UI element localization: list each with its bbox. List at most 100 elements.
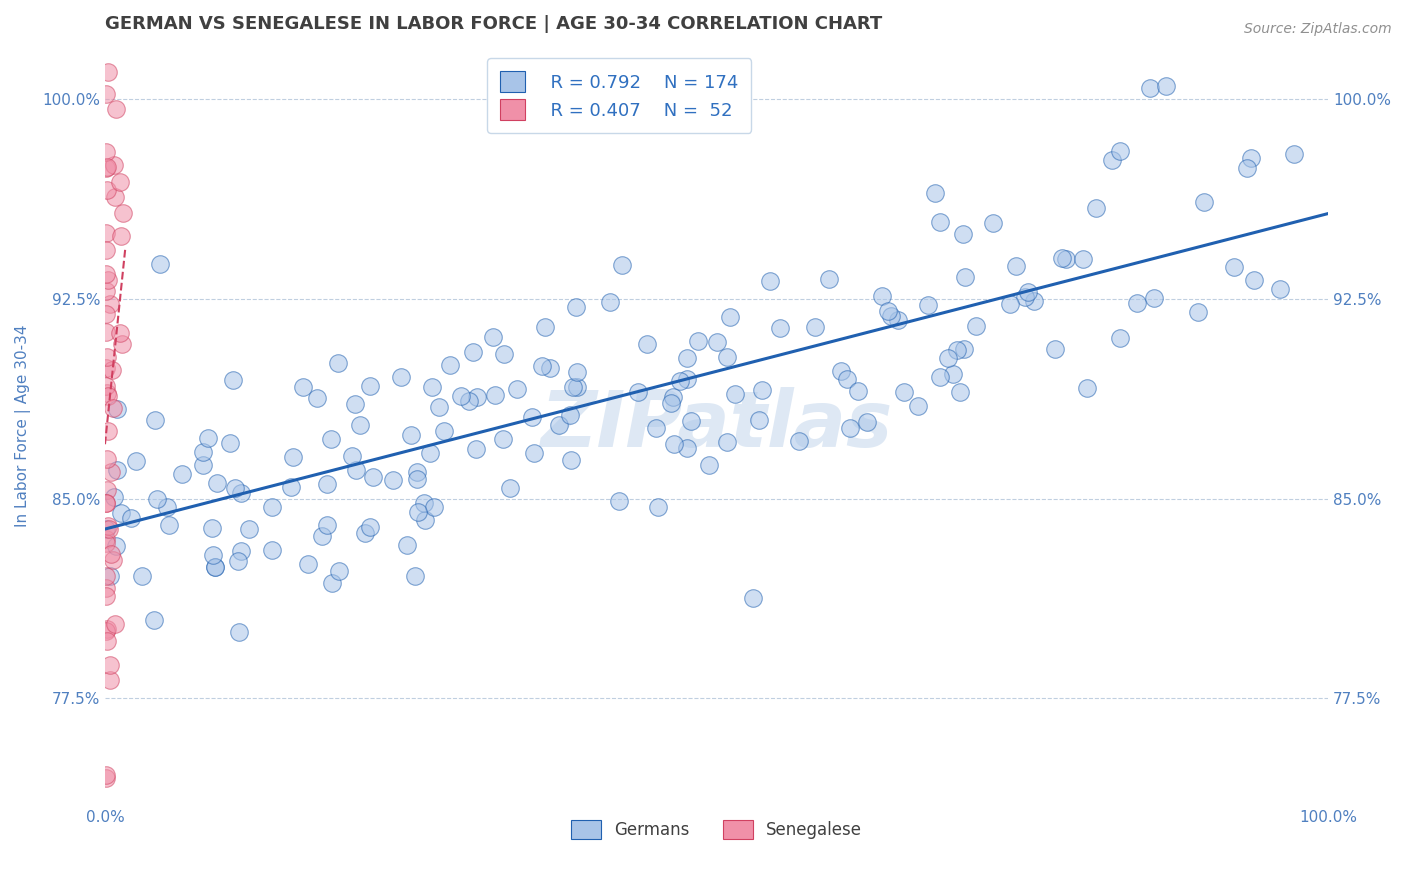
Point <box>420 380 443 394</box>
Point <box>464 442 486 456</box>
Point <box>156 500 179 514</box>
Point <box>830 363 852 377</box>
Point <box>340 450 363 464</box>
Point <box>697 458 720 472</box>
Point <box>96 522 118 536</box>
Point <box>97 389 120 403</box>
Point <box>491 433 513 447</box>
Point <box>297 557 319 571</box>
Point <box>104 616 127 631</box>
Point <box>219 435 242 450</box>
Point <box>224 481 246 495</box>
Point <box>96 325 118 339</box>
Point <box>723 386 745 401</box>
Point <box>929 215 952 229</box>
Point <box>97 424 120 438</box>
Point <box>567 365 589 379</box>
Point <box>636 337 658 351</box>
Point <box>143 613 166 627</box>
Point <box>105 402 128 417</box>
Point <box>946 343 969 357</box>
Point <box>662 390 685 404</box>
Point <box>103 190 125 204</box>
Point <box>1143 292 1166 306</box>
Point <box>96 285 118 299</box>
Point <box>103 490 125 504</box>
Point <box>1154 78 1177 93</box>
Point <box>1139 80 1161 95</box>
Point <box>96 87 118 101</box>
Point <box>125 454 148 468</box>
Point <box>319 432 342 446</box>
Point <box>96 496 118 510</box>
Point <box>627 385 650 400</box>
Point <box>96 307 118 321</box>
Point <box>353 526 375 541</box>
Point <box>942 367 965 381</box>
Point <box>741 591 763 605</box>
Point <box>101 401 124 415</box>
Point <box>759 274 782 288</box>
Point <box>96 452 118 467</box>
Point <box>880 309 903 323</box>
Point <box>101 363 124 377</box>
Point <box>427 401 450 415</box>
Point <box>170 467 193 482</box>
Point <box>229 486 252 500</box>
Point <box>1282 146 1305 161</box>
Point <box>104 539 127 553</box>
Point <box>157 518 180 533</box>
Point <box>326 356 349 370</box>
Point <box>307 391 329 405</box>
Point <box>201 521 224 535</box>
Point <box>311 529 333 543</box>
Point <box>316 477 339 491</box>
Point <box>1108 331 1130 345</box>
Point <box>887 313 910 327</box>
Point <box>1014 290 1036 304</box>
Point <box>838 421 860 435</box>
Point <box>413 513 436 527</box>
Point <box>131 569 153 583</box>
Point <box>96 386 118 401</box>
Point <box>96 582 118 596</box>
Point <box>359 520 381 534</box>
Point <box>97 518 120 533</box>
Point <box>395 538 418 552</box>
Point <box>111 336 134 351</box>
Point <box>204 559 226 574</box>
Point <box>105 102 128 116</box>
Point <box>846 384 869 399</box>
Point <box>197 431 219 445</box>
Point <box>361 470 384 484</box>
Point <box>359 379 381 393</box>
Point <box>1187 304 1209 318</box>
Point <box>96 267 118 281</box>
Point <box>238 522 260 536</box>
Point <box>936 351 959 365</box>
Point <box>406 472 429 486</box>
Point <box>149 257 172 271</box>
Point <box>96 145 118 160</box>
Point <box>787 434 810 448</box>
Point <box>96 589 118 603</box>
Point <box>538 361 561 376</box>
Point <box>96 569 118 583</box>
Point <box>1054 252 1077 266</box>
Point <box>1236 161 1258 176</box>
Point <box>675 441 697 455</box>
Point <box>662 437 685 451</box>
Point <box>644 421 666 435</box>
Point <box>676 372 699 386</box>
Point <box>870 289 893 303</box>
Point <box>96 483 118 497</box>
Point <box>599 295 621 310</box>
Point <box>855 415 877 429</box>
Point <box>399 427 422 442</box>
Point <box>143 413 166 427</box>
Point <box>955 270 977 285</box>
Point <box>344 397 367 411</box>
Point <box>561 380 583 394</box>
Point <box>876 304 898 318</box>
Point <box>716 435 738 450</box>
